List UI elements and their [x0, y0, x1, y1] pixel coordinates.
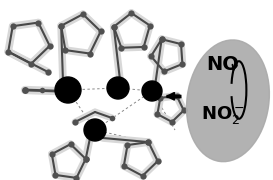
Circle shape — [107, 77, 129, 99]
Text: NO: NO — [206, 55, 239, 74]
Circle shape — [55, 77, 81, 103]
Ellipse shape — [186, 40, 269, 162]
Circle shape — [84, 119, 106, 141]
Text: NO$_2^-$: NO$_2^-$ — [201, 104, 245, 126]
Circle shape — [142, 81, 162, 101]
